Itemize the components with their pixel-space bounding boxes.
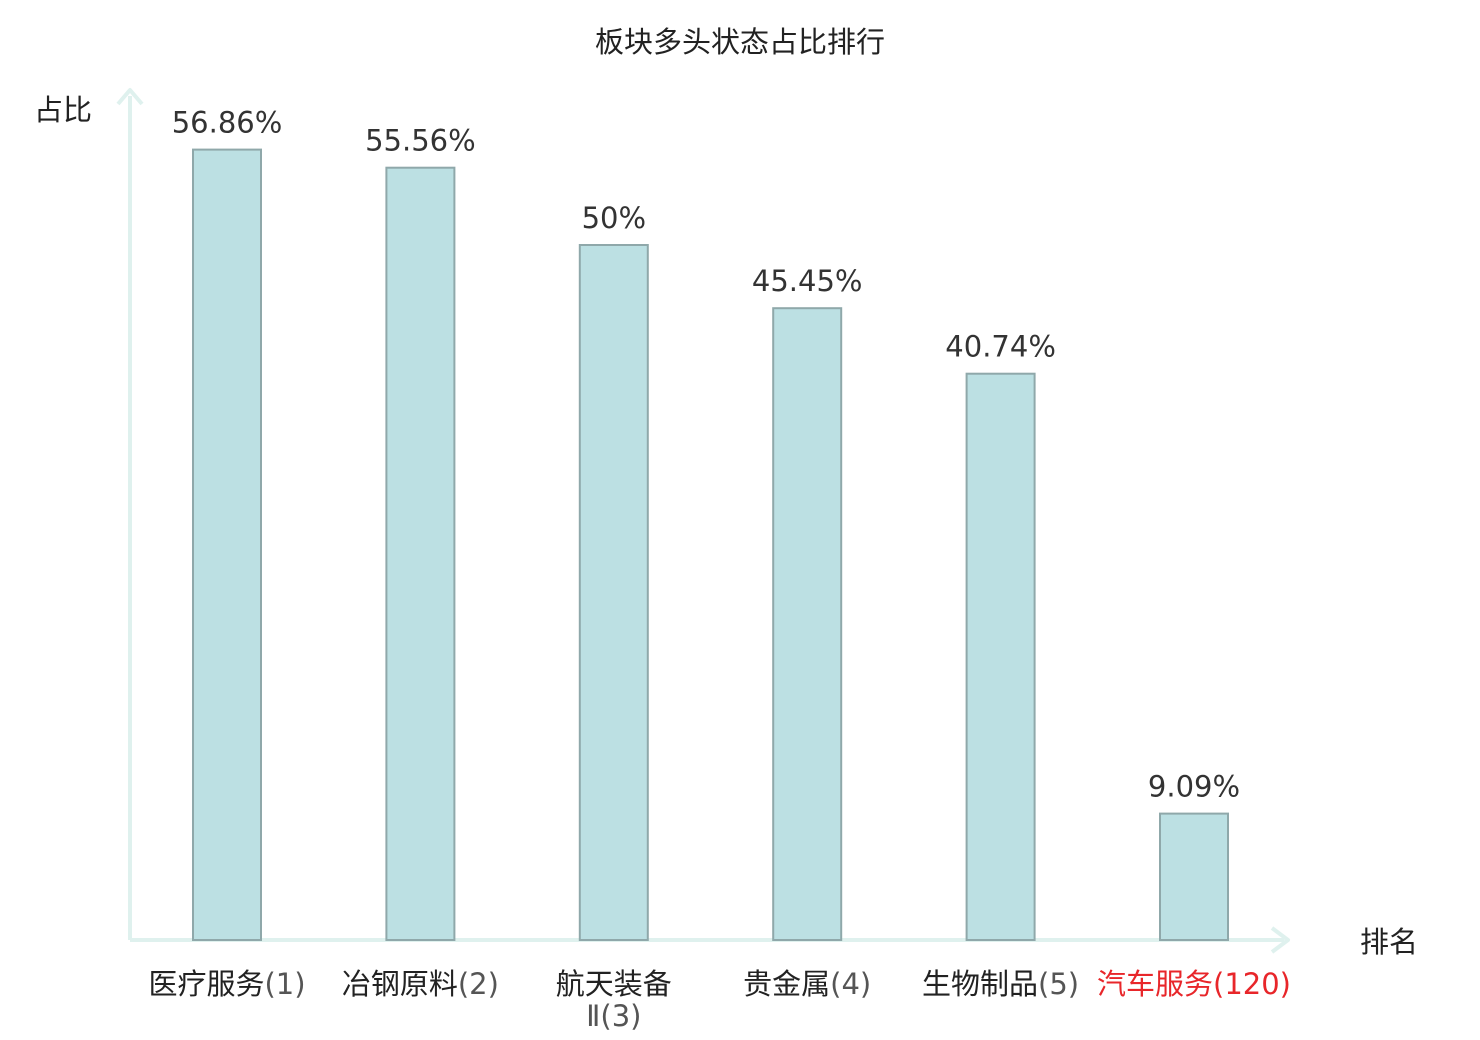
category-name-5: 生物制品 xyxy=(922,967,1038,1001)
category-rank-5: (5) xyxy=(1038,967,1079,1001)
value-labels-layer: 56.86% 55.56% 50% 45.45% 40.74% 9.09% xyxy=(172,106,1240,804)
bar-2 xyxy=(385,166,456,941)
category-name-1: 医疗服务 xyxy=(148,967,264,1001)
category-rank-2: (2) xyxy=(458,967,499,1001)
category-rank-1: (1) xyxy=(264,967,305,1001)
value-label-1: 56.86% xyxy=(172,106,283,140)
category-name-4: 贵金属 xyxy=(743,967,830,1001)
chart-title: 板块多头状态占比排行 xyxy=(595,25,885,59)
category-label-3: 航天装备 Ⅱ(3) xyxy=(556,967,672,1033)
bars-layer xyxy=(192,148,1229,942)
y-axis-arrow xyxy=(116,88,144,106)
value-label-6: 9.09% xyxy=(1148,770,1240,804)
category-rank-3: Ⅱ(3) xyxy=(586,999,641,1033)
bar-3 xyxy=(578,244,649,941)
y-axis-title: 占比 xyxy=(34,93,92,127)
category-label-2: 冶钢原料(2) xyxy=(342,967,499,1001)
bar-5 xyxy=(965,372,1036,941)
value-label-3: 50% xyxy=(582,201,646,235)
x-axis-arrow xyxy=(1270,926,1290,954)
category-label-6: 汽车服务(120) xyxy=(1097,967,1291,1001)
value-label-4: 45.45% xyxy=(752,264,863,298)
x-axis-title: 排名 xyxy=(1360,925,1418,959)
category-name-2: 冶钢原料 xyxy=(342,967,458,1001)
category-label-1: 医疗服务(1) xyxy=(148,967,305,1001)
category-label-5: 生物制品(5) xyxy=(922,967,1079,1001)
category-rank-4: (4) xyxy=(830,967,871,1001)
bar-6 xyxy=(1159,812,1229,941)
value-label-5: 40.74% xyxy=(945,330,1056,364)
category-labels-layer: 医疗服务(1) 冶钢原料(2) 航天装备 Ⅱ(3)贵金属(4) 生物制品(5) 汽车服务(… xyxy=(148,967,1291,1033)
bar-4 xyxy=(772,307,843,941)
value-label-2: 55.56% xyxy=(365,124,476,158)
category-label-4: 贵金属(4) xyxy=(743,967,871,1001)
category-rank-6: (120) xyxy=(1213,967,1291,1001)
category-name-6: 汽车服务 xyxy=(1097,967,1213,1001)
bar-1 xyxy=(192,148,262,942)
category-name-3: 航天装备 xyxy=(556,967,672,1001)
